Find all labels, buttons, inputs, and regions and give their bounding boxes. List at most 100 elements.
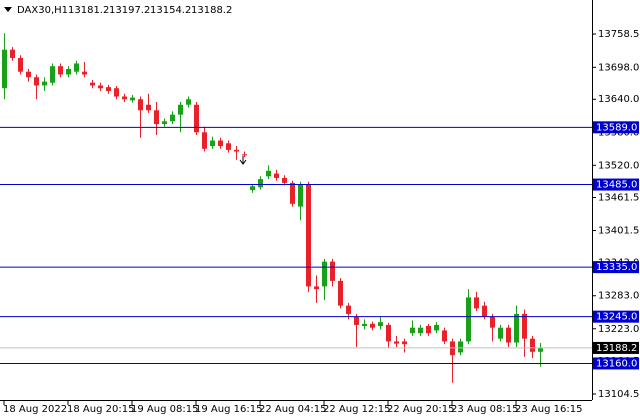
candle-body <box>338 280 343 306</box>
level-label: 13589.0 <box>596 122 637 133</box>
candle-body <box>538 347 543 352</box>
candle-body <box>394 341 399 344</box>
candle-body <box>74 63 79 72</box>
x-tick-label: 19 Aug 16:15 <box>195 404 262 415</box>
candle-body <box>10 49 15 58</box>
candle-body <box>218 140 223 147</box>
candle-body <box>194 104 199 133</box>
candle-body <box>42 81 47 86</box>
candle-body <box>458 341 463 353</box>
x-tick-label: 22 Aug 12:15 <box>323 404 390 415</box>
high-value: 13197.2 <box>109 5 150 16</box>
open-value: 13181.2 <box>68 5 109 16</box>
candle-body <box>58 66 63 75</box>
candle-body <box>154 110 159 125</box>
x-tick-label: 22 Aug 04:15 <box>259 404 326 415</box>
candle-body <box>18 57 23 72</box>
candle-body <box>370 323 375 328</box>
y-tick-label: 13401.5 <box>598 226 639 237</box>
candle-body <box>362 323 367 327</box>
candle-body <box>258 179 263 188</box>
candle-body <box>322 261 327 287</box>
x-tick-label: 22 Aug 20:15 <box>387 404 454 415</box>
candle-body <box>330 261 335 281</box>
candle-body <box>34 77 39 86</box>
y-tick-label: 13698.0 <box>598 62 639 73</box>
candle-body <box>378 322 383 327</box>
symbol: DAX30,H1 <box>17 5 68 16</box>
x-tick-label: 18 Aug 20:15 <box>67 404 134 415</box>
price-label-box <box>593 341 639 354</box>
candle-body <box>234 149 239 152</box>
level-label-box <box>593 357 639 370</box>
candle-body <box>474 297 479 309</box>
price-label: 13188.2 <box>596 343 637 354</box>
candle-body <box>282 177 287 183</box>
candle-body <box>106 87 111 91</box>
candle-body <box>314 286 319 290</box>
level-label: 13160.0 <box>596 358 637 369</box>
level-label-box <box>593 261 639 274</box>
y-tick-label: 13461.5 <box>598 192 639 203</box>
candle-body <box>266 170 271 177</box>
candle-body <box>170 114 175 122</box>
candle-body <box>290 182 295 204</box>
candle-body <box>298 184 303 207</box>
candle-body <box>146 104 151 111</box>
candle-body <box>410 327 415 334</box>
candle-body <box>386 324 391 342</box>
candle-body <box>178 104 183 115</box>
candle-body <box>466 297 471 342</box>
y-tick-label: 13520.0 <box>598 160 639 171</box>
candle-body <box>138 99 143 111</box>
candle-body <box>98 85 103 89</box>
x-tick-label: 18 Aug 2022 <box>3 404 67 415</box>
candle-body <box>2 49 7 89</box>
candle-body <box>482 305 487 317</box>
candle-body <box>242 154 247 156</box>
candle-body <box>402 341 407 345</box>
x-tick-label: 23 Aug 16:15 <box>515 404 582 415</box>
candle-body <box>90 82 95 86</box>
level-label-box <box>593 121 639 134</box>
candle-body <box>418 327 423 334</box>
level-label-box <box>593 310 639 323</box>
level-label: 13245.0 <box>596 312 637 323</box>
candle-body <box>490 316 495 328</box>
level-label-box <box>593 178 639 191</box>
trade-arrow <box>239 156 247 165</box>
candle-body <box>186 99 191 105</box>
candle-body <box>82 71 87 75</box>
close-value: 13188.2 <box>191 5 232 16</box>
candle-body <box>514 313 519 343</box>
candle-body <box>50 66 55 83</box>
candle-body <box>130 97 135 101</box>
level-label: 13485.0 <box>596 180 637 191</box>
x-tick-label: 19 Aug 08:15 <box>131 404 198 415</box>
candle-body <box>26 71 31 78</box>
candle-body <box>122 96 127 100</box>
candle-body <box>426 326 431 334</box>
candle-body <box>530 338 535 352</box>
level-label: 13335.0 <box>596 262 637 273</box>
y-tick-label: 13640.0 <box>598 94 639 105</box>
candle-body <box>442 330 447 342</box>
candle-body <box>226 143 231 150</box>
candle-body <box>306 184 311 287</box>
y-tick-label: 13283.0 <box>598 291 639 302</box>
candle-body <box>434 324 439 331</box>
candle-body <box>162 121 167 125</box>
y-tick-label: 13104.5 <box>598 389 639 400</box>
candle-body <box>346 305 351 314</box>
candle-body <box>114 88 119 97</box>
menu-triangle[interactable] <box>4 7 12 12</box>
candle-body <box>498 327 503 339</box>
candle-body <box>354 316 359 325</box>
candle-body <box>250 186 255 191</box>
candle-body <box>274 173 279 178</box>
candle-body <box>210 140 215 147</box>
x-tick-label: 23 Aug 08:15 <box>451 404 518 415</box>
candle-body <box>202 132 207 149</box>
y-tick-label: 13223.0 <box>598 324 639 335</box>
